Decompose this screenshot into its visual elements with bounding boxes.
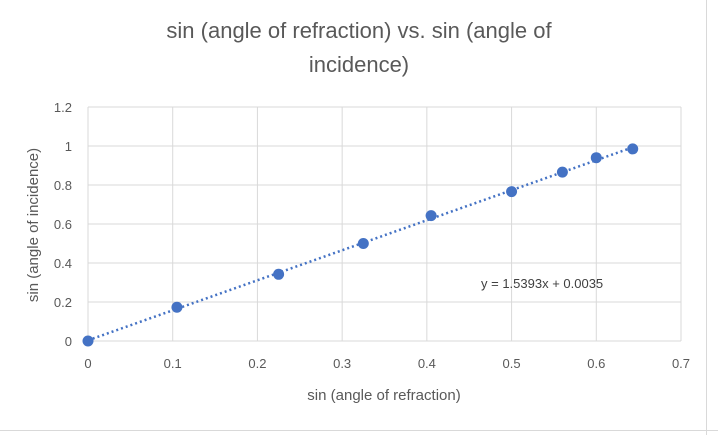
data-point [357, 238, 369, 249]
y-tick-label: 0.2 [54, 295, 72, 310]
trendline-equation: y = 1.5393x + 0.0035 [481, 276, 603, 291]
x-axis-label: sin (angle of refraction) [307, 387, 460, 404]
chart-frame-bottom [0, 430, 718, 431]
y-tick-label: 0 [65, 334, 72, 349]
data-point [556, 166, 568, 178]
x-tick-label: 0.1 [164, 356, 182, 371]
x-tick-label: 0.7 [672, 356, 690, 371]
y-tick-label: 0.8 [54, 178, 72, 193]
y-tick-label: 1 [65, 139, 72, 154]
chart-title-line-1: sin (angle of refraction) vs. sin (angle… [166, 18, 552, 43]
y-tick-label: 0.4 [54, 256, 72, 271]
data-point [627, 143, 639, 155]
y-tick-label: 1.2 [54, 100, 72, 115]
x-tick-label: 0.5 [503, 356, 521, 371]
y-axis-label: sin (angle of incidence) [25, 148, 42, 302]
data-point [273, 268, 285, 280]
data-point [82, 335, 94, 347]
y-tick-label: 0.6 [54, 217, 72, 232]
x-tick-label: 0.3 [333, 356, 351, 371]
x-tick-label: 0.6 [587, 356, 605, 371]
x-tick-label: 0.2 [248, 356, 266, 371]
data-point [425, 210, 437, 222]
x-tick-label: 0.4 [418, 356, 436, 371]
data-point [506, 186, 518, 198]
data-point [590, 152, 602, 164]
chart-frame-right [706, 0, 707, 435]
x-tick-label: 0 [84, 356, 91, 371]
chart-title-line-2: incidence) [308, 52, 410, 77]
data-point [171, 301, 183, 313]
